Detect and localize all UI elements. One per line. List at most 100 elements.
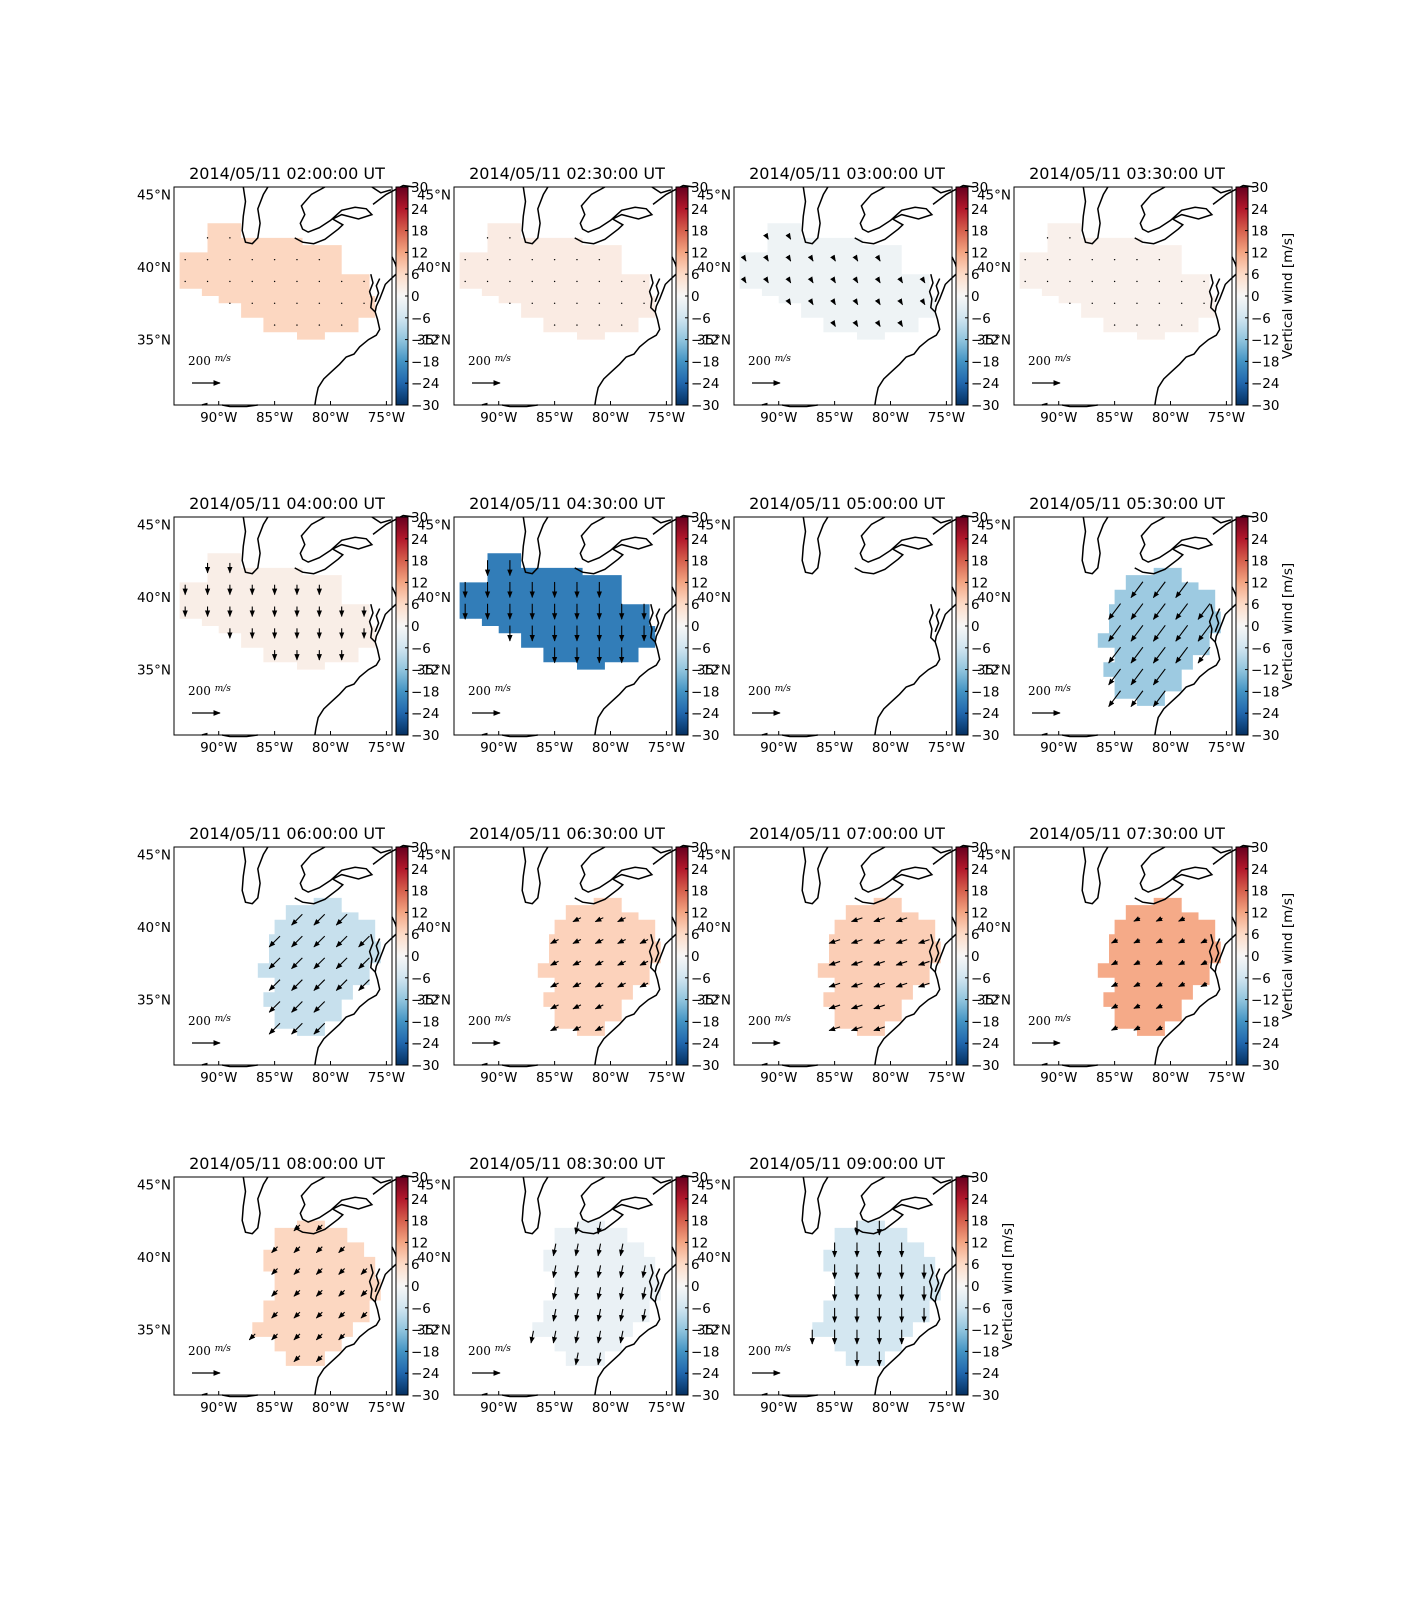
- colorbar-label: Vertical wind [m/s]: [1000, 1223, 1016, 1349]
- wind-vector: [850, 917, 863, 923]
- colorbar-tick-label: 24: [971, 202, 988, 218]
- wind-vector: [1155, 959, 1163, 966]
- wind-region: [1097, 897, 1221, 1036]
- wind-vector: [363, 280, 365, 283]
- lat-tick-label: 40°N: [137, 590, 171, 606]
- colorbar-tick-label: 0: [691, 949, 700, 965]
- wind-vector: [1197, 625, 1211, 642]
- wind-vector: [594, 960, 604, 966]
- lon-tick-label: 75°W: [1208, 410, 1245, 426]
- reference-vector-label: 200 m/s: [748, 1014, 791, 1028]
- coastline: [1214, 938, 1221, 963]
- lat-tick-label: 45°N: [977, 517, 1011, 533]
- wind-vector: [598, 258, 601, 261]
- map-panel: 2014/05/11 02:00:00 UT 200 m/s 90°W 85°W 80°…: [137, 164, 440, 426]
- wind-vector: [917, 960, 930, 966]
- reference-vector-label: 200 m/s: [748, 354, 791, 368]
- wind-vector: [620, 324, 623, 326]
- lat-tick-label: 45°N: [137, 187, 171, 203]
- lat-tick-label: 35°N: [697, 333, 731, 349]
- wind-vector: [1197, 603, 1211, 620]
- wind-region: [532, 1220, 661, 1366]
- lon-tick-label: 75°W: [648, 1400, 685, 1416]
- coastline: [501, 734, 538, 738]
- colorbar-tick-label: 0: [971, 289, 980, 305]
- lon-tick-label: 90°W: [760, 740, 797, 756]
- wind-vector: [598, 302, 601, 304]
- coastline: [1061, 1064, 1098, 1068]
- wind-vector: [335, 935, 348, 948]
- panel-title: 2014/05/11 02:30:00 UT: [469, 164, 665, 183]
- wind-vector: [486, 237, 489, 239]
- wind-vector: [850, 938, 863, 944]
- colorbar-tick-label: 6: [1251, 597, 1260, 613]
- lon-tick-label: 85°W: [816, 410, 853, 426]
- wind-vector: [1180, 324, 1183, 326]
- coastline: [374, 1268, 381, 1293]
- colorbar: 30 24 18 12 6 0 −6 −12 −18 −24 −30: [955, 510, 1000, 744]
- wind-vector: [486, 258, 489, 261]
- coastline: [1081, 186, 1109, 245]
- map-panel: 2014/05/11 03:00:00 UT 200 m/s 90°W 85°W 80°…: [697, 164, 1000, 426]
- lon-tick-label: 80°W: [872, 410, 909, 426]
- wind-vector: [358, 957, 370, 970]
- wind-vectors: [1110, 916, 1208, 1031]
- wind-vector: [1108, 603, 1121, 620]
- map-panel: 2014/05/11 05:00:00 UT 200 m/s 90°W 85°W 80°…: [697, 494, 1000, 756]
- wind-vectors: [809, 1220, 927, 1367]
- colorbar-tick-label: −24: [691, 706, 720, 722]
- lat-tick-label: 45°N: [977, 187, 1011, 203]
- lat-tick-label: 45°N: [417, 517, 451, 533]
- coastline: [221, 404, 258, 408]
- wind-vector: [852, 276, 859, 284]
- wind-vector: [1155, 937, 1163, 944]
- wind-vector: [594, 916, 604, 923]
- wind-vector: [641, 1287, 647, 1300]
- colorbar-tick-label: 24: [971, 862, 988, 878]
- wind-vector: [1130, 690, 1144, 708]
- wind-vectors: [740, 232, 926, 328]
- wind-vector: [574, 1221, 580, 1235]
- lon-tick-label: 90°W: [480, 740, 517, 756]
- colorbar-tick-label: 24: [1251, 532, 1268, 548]
- wind-vector: [1152, 668, 1166, 686]
- wind-vector: [268, 1022, 281, 1035]
- colorbar-tick-label: −12: [411, 663, 440, 679]
- coastline: [294, 186, 374, 245]
- lat-tick-label: 35°N: [417, 1323, 451, 1339]
- lon-tick-label: 85°W: [1096, 1070, 1133, 1086]
- coastline: [1081, 846, 1109, 905]
- colorbar-tick-label: 18: [1251, 554, 1268, 570]
- colorbar-tick-label: −18: [1251, 354, 1280, 370]
- lon-tick-label: 90°W: [480, 410, 517, 426]
- coastline: [934, 938, 941, 963]
- colorbar-tick-label: 6: [971, 1257, 980, 1273]
- wind-vector: [531, 258, 533, 261]
- wind-region: [812, 1220, 941, 1366]
- coastline: [654, 1268, 661, 1293]
- wind-region: [1097, 567, 1221, 706]
- wind-vector: [873, 917, 885, 923]
- panel-title: 2014/05/11 08:30:00 UT: [469, 1154, 665, 1173]
- colorbar: 30 24 18 12 6 0 −6 −12 −18 −24 −30 Vertical wind [m…: [1235, 510, 1296, 744]
- wind-vector: [229, 258, 231, 261]
- lat-tick-label: 35°N: [137, 663, 171, 679]
- map-panel: 2014/05/11 07:00:00 UT 200 m/s 90°W 85°W 80°…: [697, 824, 1000, 1086]
- colorbar-tick-label: −6: [1251, 311, 1271, 327]
- coastline: [651, 186, 672, 194]
- wind-vector: [268, 935, 281, 948]
- coastline: [932, 1174, 975, 1195]
- lat-tick-label: 35°N: [977, 663, 1011, 679]
- wind-vector: [293, 1355, 301, 1363]
- coastline: [314, 916, 399, 1066]
- colorbar-tick-label: 12: [971, 905, 988, 921]
- lon-tick-label: 90°W: [200, 410, 237, 426]
- wind-vector: [553, 302, 556, 304]
- wind-vector: [576, 280, 578, 283]
- reference-vector-label: 200 m/s: [468, 1014, 511, 1028]
- map-panel: 2014/05/11 09:00:00 UT 200 m/s 90°W 85°W 80°…: [697, 1154, 1016, 1416]
- wind-vectors: [529, 1221, 647, 1366]
- colorbar-tick-label: −30: [1251, 398, 1280, 414]
- colorbar-tick-label: 30: [1251, 840, 1268, 856]
- wind-vector: [1136, 324, 1138, 326]
